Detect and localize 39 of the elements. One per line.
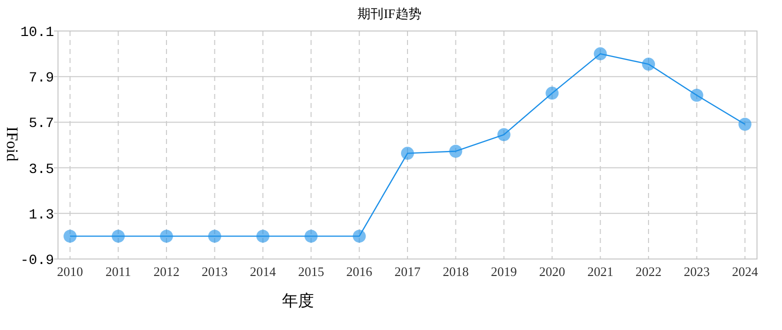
x-tick-label: 2011 [105,264,132,279]
point [256,230,270,243]
y-tick-label: 7.9 [28,70,54,87]
x-tick-label: 2012 [153,264,180,279]
point [594,47,607,60]
point [401,146,414,160]
y-tick-label: 1.3 [28,207,54,224]
point [64,230,77,243]
x-tick-label: 2020 [539,264,566,279]
x-tick-label: 2013 [202,264,228,279]
x-tick-label: 2022 [636,264,662,279]
x-tick-label: 2023 [684,264,710,279]
point [738,118,752,131]
point [160,230,173,243]
x-tick-label: 2015 [298,264,324,279]
x-tick-label: 2024 [732,264,758,279]
y-tick-label: 5.7 [28,116,54,132]
x-axis-title: 年度 [282,292,314,310]
point [497,128,510,142]
point [112,230,125,243]
x-tick-label: 2018 [442,264,469,279]
point [546,86,559,100]
x-tick-label: 2010 [57,264,84,279]
x-tick-label: 2016 [346,264,373,279]
x-tick-label: 2014 [250,264,276,279]
point [449,144,462,158]
point [352,230,366,243]
y-tick-label: 3.5 [28,162,54,178]
point [642,58,656,71]
point [208,230,222,243]
point [690,88,704,102]
y-tick-label: -0.9 [20,253,54,269]
chart-title: 期刊IF趋势 [358,6,422,21]
x-tick-label: 2019 [490,264,517,279]
point [304,230,318,243]
y-axis-title: IFoid [3,126,20,162]
x-tick-label: 2021 [587,264,614,279]
y-tick-label: 10.1 [20,25,54,41]
x-tick-label: 2017 [394,264,421,279]
